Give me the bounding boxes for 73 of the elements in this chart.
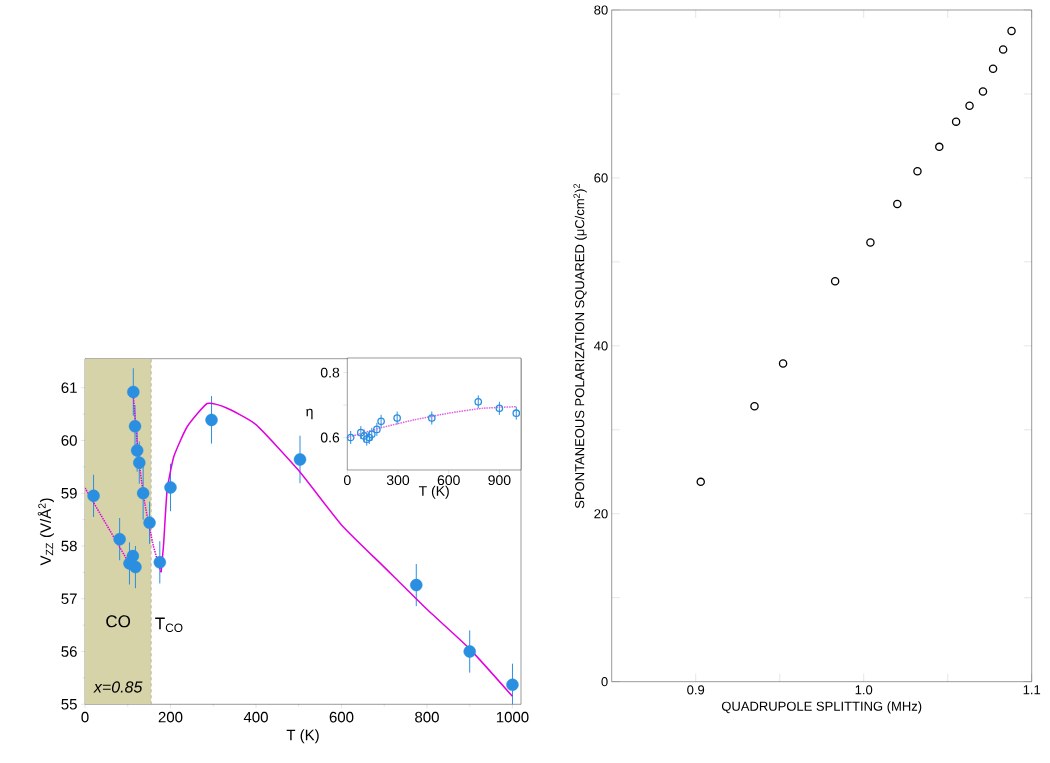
point	[126, 549, 140, 563]
y-axis-title: SPONTANEOUS POLARIZATION SQUARED (μC/cm$^{2}$)$^{2}$	[573, 183, 587, 509]
point	[512, 409, 521, 418]
point	[113, 532, 126, 546]
x-axis-title: QUADRUPOLE SPLITTING (MHz)	[721, 701, 922, 714]
y-tick-label: 80	[594, 5, 608, 15]
point	[474, 397, 483, 406]
point	[164, 481, 177, 494]
point	[133, 456, 146, 469]
point	[778, 359, 788, 368]
y-tick-label: 60	[594, 173, 608, 183]
point	[988, 64, 998, 74]
x-tick-label: 600	[437, 475, 460, 486]
y-axis-title: η	[306, 408, 313, 420]
annotation: x=0.85	[93, 681, 143, 693]
point	[1007, 26, 1016, 36]
point	[893, 199, 902, 209]
x-tick-label: 300	[386, 475, 410, 486]
point	[750, 402, 759, 411]
point	[205, 413, 218, 427]
point	[293, 453, 307, 466]
x-axis-title: T (K)	[286, 729, 319, 744]
point	[978, 87, 988, 96]
point	[913, 166, 922, 176]
x-tick-label: 600	[329, 711, 354, 723]
y-tick-label: 40	[594, 341, 608, 351]
x-tick-label: 0	[81, 711, 89, 723]
y-tick-label: 56	[61, 646, 77, 657]
point	[346, 433, 355, 442]
point	[965, 101, 974, 110]
x-tick-label: 200	[158, 711, 183, 723]
x-tick-label: 400	[243, 711, 268, 723]
y-tick-label: 57	[61, 593, 77, 604]
point	[87, 489, 100, 503]
band-label: CO	[106, 615, 131, 628]
x-axis-title: T (K)	[418, 485, 449, 499]
x-tick-label: 0.9	[687, 685, 705, 695]
point	[136, 487, 150, 500]
point	[127, 385, 140, 399]
point	[495, 404, 504, 413]
point	[129, 560, 142, 574]
y-tick-label: 0.8	[320, 367, 340, 378]
y-tick-label: 20	[594, 509, 608, 519]
point	[153, 556, 167, 569]
y-tick-label: 59	[61, 487, 77, 499]
y-tick-label: 58	[61, 540, 77, 552]
x-tick-label: 1.0	[855, 685, 873, 695]
point	[128, 420, 142, 433]
point	[410, 578, 423, 592]
y-axis-title: V$_{ZZ}$ (V/Å$^{2}$)	[37, 498, 54, 566]
point	[463, 645, 476, 658]
point	[998, 45, 1008, 54]
point	[506, 678, 519, 691]
point	[866, 238, 875, 247]
point	[143, 516, 156, 529]
y-tick-label: 60	[61, 435, 77, 446]
y-tick-label: 0	[601, 677, 608, 687]
x-tick-label: 800	[415, 711, 439, 723]
line-series	[347, 405, 518, 439]
point	[935, 142, 944, 152]
ref-line-label: T$_{CO}$	[155, 617, 183, 632]
x-tick-label: 900	[488, 475, 511, 486]
x-tick-label: 1.1	[1023, 685, 1041, 695]
point	[427, 414, 436, 422]
point	[130, 444, 144, 457]
point	[830, 276, 840, 286]
point	[951, 117, 961, 126]
y-tick-label: 0.6	[320, 432, 340, 443]
x-tick-label: 1000	[496, 711, 529, 723]
y-tick-label: 55	[61, 699, 77, 710]
point	[696, 477, 705, 487]
y-tick-label: 61	[61, 382, 77, 394]
x-tick-label: 0	[343, 475, 351, 486]
